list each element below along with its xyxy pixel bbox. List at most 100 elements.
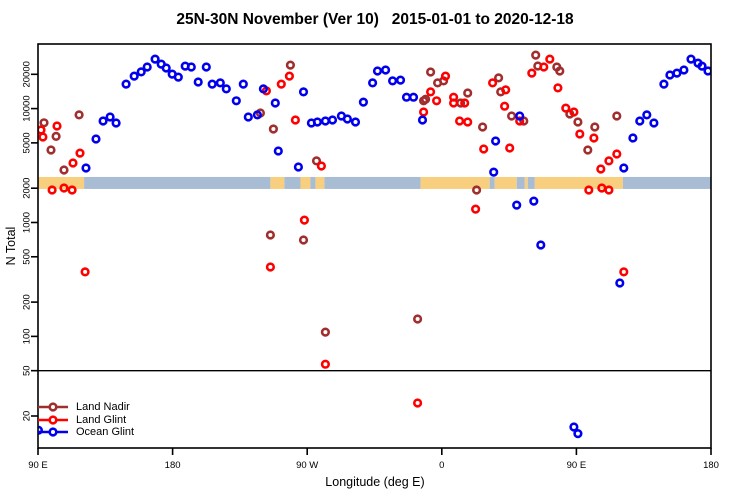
- data-point: [515, 111, 525, 121]
- data-point: [91, 134, 101, 144]
- data-point: [75, 148, 85, 158]
- data-point: [105, 112, 115, 122]
- x-tick-label: 90 E: [567, 460, 587, 471]
- x-tick-label: 0: [439, 460, 444, 471]
- data-point: [612, 111, 622, 121]
- chart-title: 25N-30N November (Ver 10) 2015-01-01 to …: [176, 11, 574, 28]
- data-point: [569, 107, 579, 117]
- data-point: [142, 62, 152, 72]
- data-point: [231, 96, 241, 106]
- data-point: [273, 146, 283, 156]
- data-point: [472, 185, 482, 195]
- ocean-glint-marker-icon: [38, 427, 68, 437]
- land-nadir-marker-icon: [38, 402, 68, 412]
- legend-item-land-nadir: Land Nadir: [36, 401, 134, 413]
- data-point: [252, 110, 262, 120]
- data-point: [561, 103, 571, 113]
- map-band-land-segment: [315, 176, 325, 189]
- data-point: [121, 79, 131, 89]
- data-point: [372, 66, 383, 76]
- legend-circle: [48, 402, 58, 412]
- data-point: [619, 267, 629, 277]
- data-point: [515, 116, 525, 126]
- data-point: [584, 185, 594, 195]
- y-tick-label: 5000: [22, 132, 33, 153]
- data-point: [421, 94, 431, 104]
- data-point: [619, 163, 629, 173]
- data-point: [298, 87, 309, 97]
- data-point: [47, 185, 57, 195]
- series-ocean-glint: [38, 54, 711, 439]
- data-point: [111, 118, 121, 128]
- data-point: [413, 314, 423, 324]
- data-point: [59, 165, 69, 175]
- data-point: [201, 62, 211, 72]
- map-band-land-segment: [534, 176, 623, 189]
- x-tick-label: 180: [165, 460, 181, 471]
- data-point: [207, 79, 217, 89]
- map-band-ocean-segment: [622, 176, 711, 189]
- data-point: [276, 79, 286, 89]
- data-point: [238, 79, 248, 89]
- data-point: [161, 63, 171, 73]
- data-point: [589, 133, 599, 143]
- scatter-points: [38, 50, 711, 439]
- legend: Land Nadir Land Glint Ocean Glint: [36, 401, 134, 438]
- data-point: [569, 422, 579, 432]
- data-point: [320, 359, 331, 369]
- data-point: [635, 116, 645, 126]
- data-point: [243, 112, 253, 122]
- data-point: [342, 114, 353, 124]
- data-point: [505, 143, 515, 153]
- data-point: [531, 50, 541, 60]
- data-point: [463, 88, 473, 98]
- data-point: [612, 149, 622, 159]
- data-point: [350, 117, 361, 127]
- data-point: [150, 54, 160, 64]
- series-land-glint: [38, 54, 629, 408]
- data-point: [215, 78, 225, 88]
- data-point: [665, 70, 675, 80]
- data-point: [489, 167, 499, 177]
- data-point: [500, 101, 510, 111]
- map-band-ocean-segment: [324, 176, 421, 189]
- data-point: [575, 129, 585, 139]
- legend-label: Ocean Glint: [76, 425, 135, 438]
- data-point: [590, 122, 600, 132]
- y-tick-label: 10000: [22, 95, 33, 121]
- data-point: [488, 78, 498, 88]
- data-point: [555, 66, 565, 76]
- data-point: [388, 76, 398, 86]
- y-tick-label: 1000: [22, 212, 33, 233]
- data-point: [494, 73, 504, 83]
- data-point: [659, 79, 669, 89]
- data-point: [679, 65, 689, 75]
- data-point: [672, 68, 682, 78]
- data-point: [697, 61, 707, 71]
- data-point: [221, 84, 231, 94]
- legend-item-ocean-glint: Ocean Glint: [36, 426, 134, 438]
- data-point: [419, 107, 429, 117]
- y-tick-label: 20000: [22, 61, 33, 87]
- data-point: [186, 62, 196, 72]
- data-point: [479, 144, 489, 154]
- legend-item-land-glint: Land Glint: [36, 413, 134, 426]
- data-point: [299, 215, 310, 225]
- data-point: [298, 235, 309, 245]
- data-point: [98, 116, 108, 126]
- data-point: [395, 75, 406, 85]
- x-tick-label: 90 E: [28, 460, 48, 471]
- data-point: [539, 62, 549, 72]
- y-tick-label: 100: [22, 328, 33, 344]
- data-point: [615, 278, 625, 288]
- data-point: [507, 111, 517, 121]
- data-point: [136, 67, 146, 77]
- map-band-land-segment: [38, 176, 85, 189]
- data-point: [408, 92, 419, 102]
- data-point: [583, 145, 593, 155]
- land-glint-marker-icon: [38, 414, 68, 425]
- y-tick-label: 500: [22, 249, 33, 265]
- map-band-land-segment: [420, 176, 490, 189]
- plot-border: [37, 43, 712, 449]
